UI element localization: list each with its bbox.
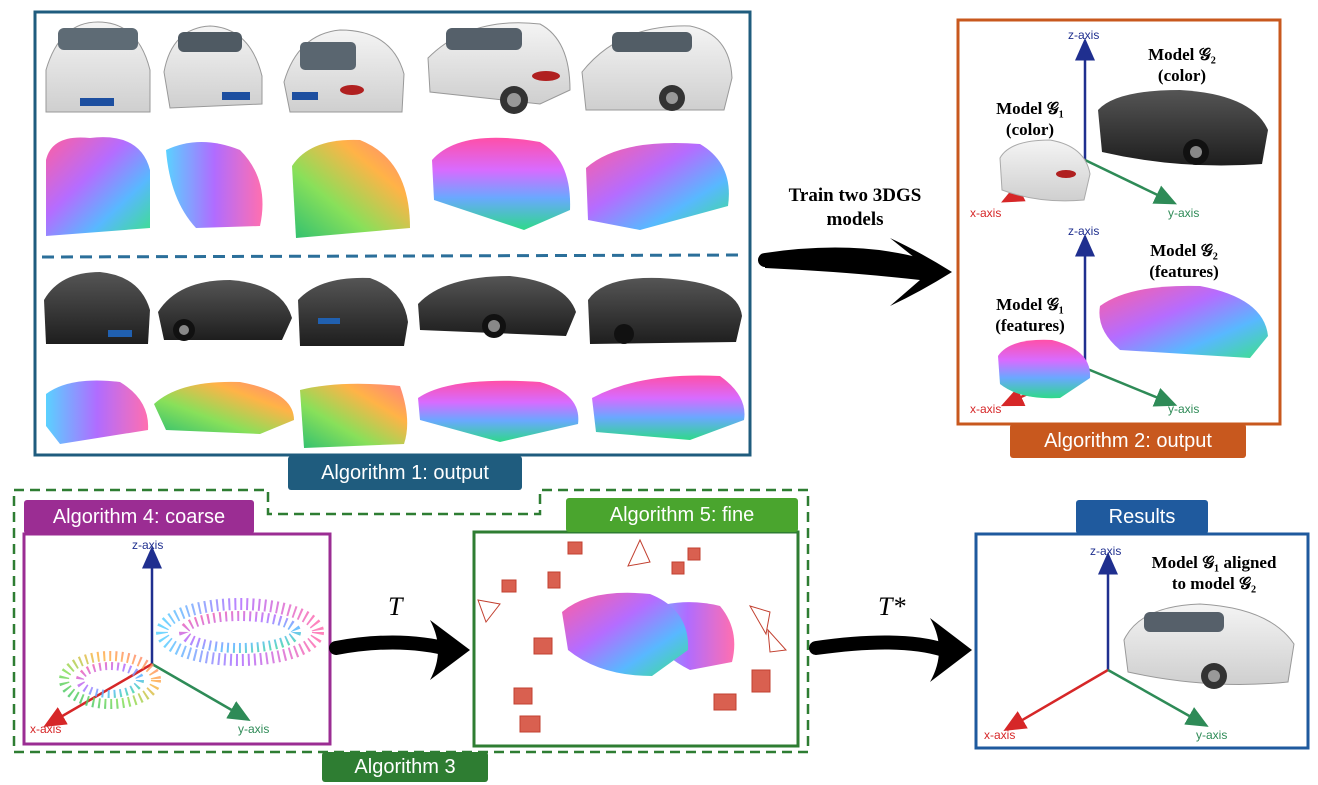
algorithm5-tag: Algorithm 5: fine bbox=[566, 498, 798, 532]
results-y-label: y-axis bbox=[1196, 728, 1228, 742]
model-g1-color-line1: Model 𝒢₁ bbox=[996, 99, 1064, 118]
a2-top-z-label: z-axis bbox=[1068, 28, 1100, 42]
white-car-feature-map-5 bbox=[586, 143, 729, 230]
model-g1-features-line1: Model 𝒢₁ bbox=[996, 295, 1064, 314]
results-axes bbox=[1003, 552, 1209, 732]
white-car-image-4 bbox=[427, 22, 571, 114]
white-car-feature-map-4 bbox=[432, 137, 571, 230]
train-arrow bbox=[765, 238, 952, 306]
algorithm4-tag: Algorithm 4: coarse bbox=[24, 500, 254, 534]
black-car-feature-map-4 bbox=[418, 380, 579, 442]
g2-color-car bbox=[1098, 90, 1268, 166]
train-label-line2: models bbox=[826, 209, 884, 230]
fine-aligned-car-front bbox=[562, 592, 689, 676]
a2-top-y-label: y-axis bbox=[1168, 206, 1200, 220]
model-g2-features-line1: Model 𝒢₂ bbox=[1150, 241, 1218, 260]
a2-top-x-label: x-axis bbox=[970, 206, 1002, 220]
model-g1-color-label: Model 𝒢₁ (color) bbox=[980, 98, 1080, 140]
model-g2-color-label: Model 𝒢₂ (color) bbox=[1122, 44, 1242, 86]
algorithm3-tag: Algorithm 3 bbox=[322, 752, 488, 782]
black-car-feature-map-5 bbox=[592, 375, 745, 440]
a4-z-label: z-axis bbox=[132, 538, 164, 552]
white-car-feature-map-1 bbox=[46, 137, 150, 236]
white-car-image-5 bbox=[581, 25, 733, 111]
black-car-feature-map-3 bbox=[300, 383, 408, 448]
a2-bottom-z-label: z-axis bbox=[1068, 224, 1100, 238]
results-label-line1: Model 𝒢₁ aligned bbox=[1151, 553, 1277, 572]
black-car-image-3 bbox=[298, 277, 408, 346]
g1-color-car bbox=[999, 139, 1091, 202]
model-g2-features-line2: (features) bbox=[1149, 262, 1219, 281]
white-car-feature-map-3 bbox=[292, 139, 410, 238]
a4-y-label: y-axis bbox=[238, 722, 270, 736]
g2-features-car bbox=[1099, 285, 1268, 358]
model-g2-color-line2: (color) bbox=[1157, 66, 1207, 85]
black-car-feature-map-2 bbox=[154, 381, 294, 434]
a4-x-label: x-axis bbox=[30, 722, 62, 736]
coarse-arrow bbox=[329, 635, 459, 657]
black-car-image-4 bbox=[418, 276, 576, 338]
model-g1-color-line2: (color) bbox=[1005, 120, 1055, 139]
results-tag: Results bbox=[1076, 500, 1208, 534]
results-x-label: x-axis bbox=[984, 728, 1016, 742]
transform-fine-label: T* bbox=[878, 592, 906, 621]
black-car-feature-map-1 bbox=[46, 380, 149, 444]
black-car-image-5 bbox=[588, 277, 742, 344]
white-car-image-2 bbox=[163, 25, 263, 109]
a2-bottom-x-label: x-axis bbox=[970, 402, 1002, 416]
results-aligned-car bbox=[1123, 603, 1295, 689]
model-g1-features-line2: (features) bbox=[995, 316, 1065, 335]
algorithm3-frame bbox=[12, 488, 810, 754]
model-g1-features-label: Model 𝒢₁ (features) bbox=[978, 294, 1082, 336]
algorithm1-tag: Algorithm 1: output bbox=[288, 456, 522, 490]
model-g2-features-label: Model 𝒢₂ (features) bbox=[1124, 240, 1244, 282]
results-label: Model 𝒢₁ aligned to model 𝒢₂ bbox=[1126, 552, 1302, 594]
white-car-image-3 bbox=[283, 29, 405, 113]
train-label: Train two 3DGS models bbox=[764, 184, 946, 232]
model-g2-color-line1: Model 𝒢₂ bbox=[1148, 45, 1216, 64]
camera-frustums bbox=[477, 538, 788, 733]
white-car-feature-map-2 bbox=[166, 142, 263, 228]
white-car-image-1 bbox=[45, 21, 151, 113]
algorithm1-separator bbox=[41, 253, 746, 259]
transform-coarse-label: T bbox=[388, 592, 403, 621]
algorithm2-tag: Algorithm 2: output bbox=[1010, 424, 1246, 458]
black-car-image-1 bbox=[44, 272, 150, 344]
results-label-line2: to model 𝒢₂ bbox=[1171, 574, 1257, 593]
g1-features-car bbox=[998, 339, 1091, 399]
point-cloud-g2 bbox=[156, 598, 324, 666]
point-cloud-g1 bbox=[59, 651, 161, 709]
black-car-image-2 bbox=[158, 280, 292, 341]
results-z-label: z-axis bbox=[1090, 544, 1122, 558]
fine-arrow bbox=[809, 635, 951, 657]
a2-bottom-y-label: y-axis bbox=[1168, 402, 1200, 416]
train-label-line1: Train two 3DGS bbox=[788, 185, 922, 206]
